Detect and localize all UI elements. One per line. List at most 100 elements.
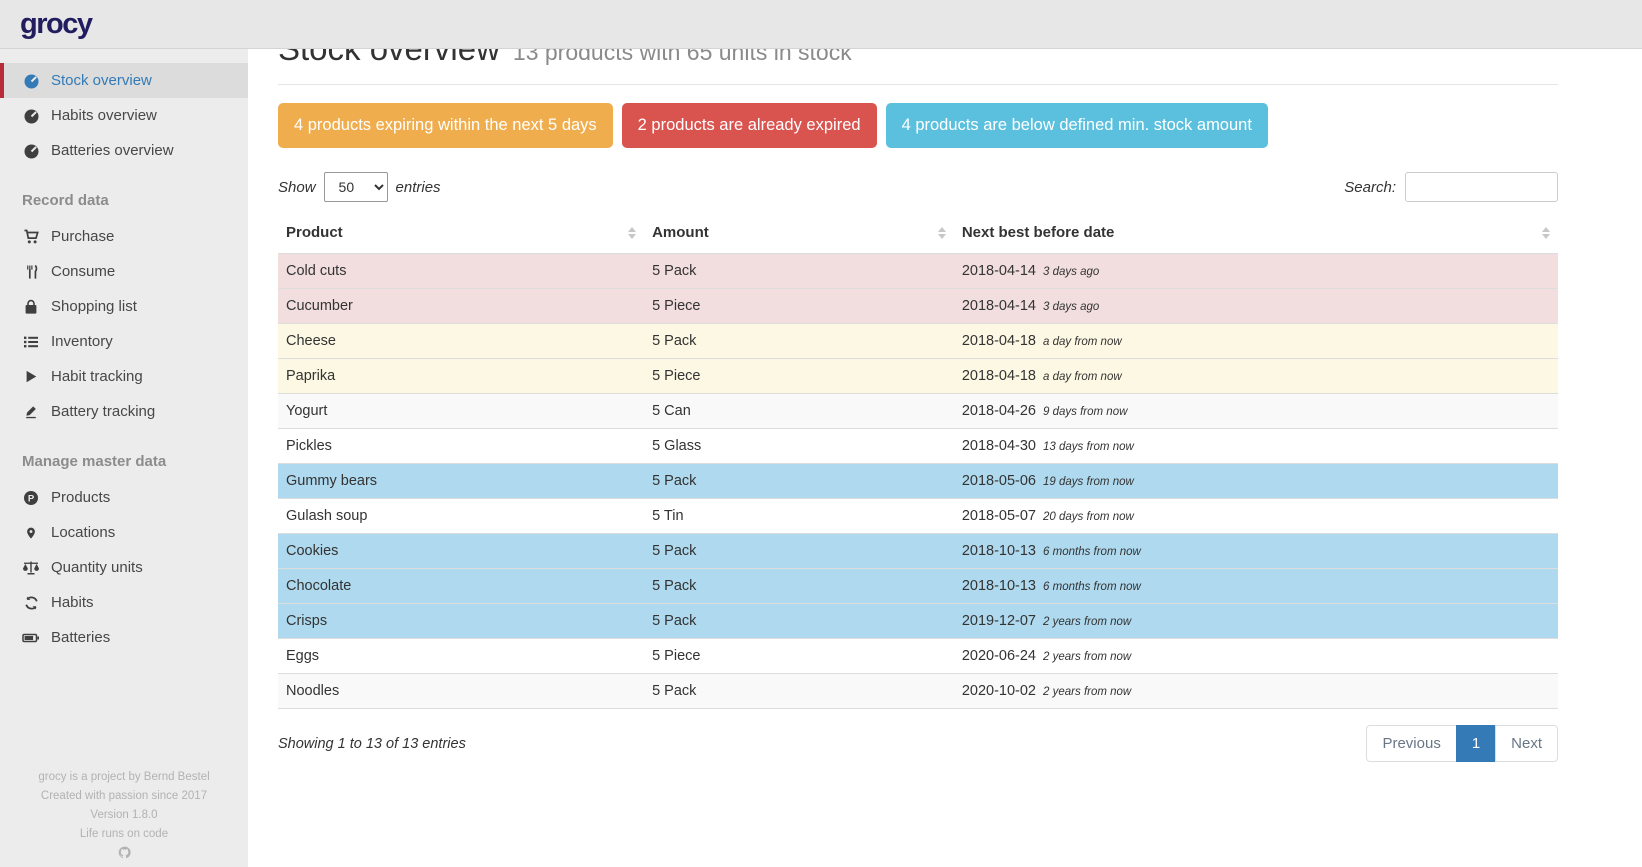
next-page-button[interactable]: Next xyxy=(1495,725,1558,762)
sidebar-item-label: Batteries overview xyxy=(51,142,174,159)
footer-line: Life runs on code xyxy=(79,828,169,841)
sidebar-item-batteries-overview[interactable]: Batteries overview xyxy=(0,133,248,168)
table-row[interactable]: Gummy bears 5 Pack 2018-05-06 19 days from… xyxy=(278,463,1558,499)
search-input[interactable] xyxy=(1405,172,1558,202)
best-before-cell: 2018-04-26 9 days from now xyxy=(953,393,1558,429)
relative-time-label: 2 years from now xyxy=(1043,616,1132,628)
sidebar-item-shopping-list[interactable]: Shopping list xyxy=(0,289,248,324)
table-row[interactable]: Crisps 5 Pack 2019-12-07 2 years from now xyxy=(278,603,1558,639)
sidebar-item-quantity-units[interactable]: Quantity units xyxy=(0,550,248,585)
sidebar-item-locations[interactable]: Locations xyxy=(0,515,248,550)
sidebar-item-battery-tracking[interactable]: Battery tracking xyxy=(0,394,248,429)
amount-cell: 5 Piece xyxy=(644,288,954,324)
sidebar-item-habits-overview[interactable]: Habits overview xyxy=(0,98,248,133)
sidebar-item-label: Shopping list xyxy=(51,298,137,315)
table-row[interactable]: Eggs 5 Piece 2020-06-24 2 years from now xyxy=(278,638,1558,674)
best-before-cell: 2020-06-24 2 years from now xyxy=(953,638,1558,674)
page-1-button[interactable]: 1 xyxy=(1455,725,1497,762)
battery-icon xyxy=(22,630,40,646)
show-label: Show xyxy=(278,178,316,196)
product-cell: Gulash soup xyxy=(278,498,645,534)
sidebar-item-batteries[interactable]: Batteries xyxy=(0,620,248,655)
cart-icon xyxy=(22,229,40,245)
entries-label: entries xyxy=(395,178,441,196)
table-row[interactable]: Cold cuts 5 Pack 2018-04-14 3 days ago xyxy=(278,253,1558,289)
stock-table-body: Cold cuts 5 Pack 2018-04-14 3 days ago Cucu… xyxy=(278,253,1558,709)
sidebar-item-products[interactable]: P Products xyxy=(0,480,248,515)
column-header-product[interactable]: Product xyxy=(278,214,645,254)
product-circle-icon: P xyxy=(22,490,40,506)
product-cell: Yogurt xyxy=(278,393,645,429)
amount-cell: 5 Pack xyxy=(644,673,954,709)
product-cell: Crisps xyxy=(278,603,645,639)
sidebar-item-habit-tracking[interactable]: Habit tracking xyxy=(0,359,248,394)
pagination: Previous 1 Next xyxy=(1366,725,1558,762)
product-cell: Eggs xyxy=(278,638,645,674)
amount-cell: 5 Pack xyxy=(644,603,954,639)
table-row[interactable]: Chocolate 5 Pack 2018-10-13 6 months from … xyxy=(278,568,1558,604)
sidebar-item-label: Products xyxy=(51,489,111,506)
search-control: Search: xyxy=(1344,172,1558,202)
below-min-stock-badge[interactable]: 4 products are below defined min. stock … xyxy=(885,103,1268,148)
relative-time-label: 20 days from now xyxy=(1043,511,1134,523)
sidebar-item-stock-overview[interactable]: Stock overview xyxy=(0,63,248,98)
amount-cell: 5 Piece xyxy=(644,638,954,674)
relative-time-label: 2 years from now xyxy=(1043,651,1132,663)
best-before-cell: 2018-05-07 20 days from now xyxy=(953,498,1558,534)
utensils-icon xyxy=(22,264,40,280)
sidebar-item-label: Batteries xyxy=(51,629,111,646)
table-row[interactable]: Noodles 5 Pack 2020-10-02 2 years from now xyxy=(278,673,1558,709)
sidebar-item-inventory[interactable]: Inventory xyxy=(0,324,248,359)
sidebar-item-purchase[interactable]: Purchase xyxy=(0,219,248,254)
best-before-cell: 2018-04-14 3 days ago xyxy=(953,288,1558,324)
table-row[interactable]: Gulash soup 5 Tin 2018-05-07 20 days from … xyxy=(278,498,1558,534)
footer-line: Version 1.8.0 xyxy=(90,809,158,822)
product-cell: Cucumber xyxy=(278,288,645,324)
tachometer-icon xyxy=(22,73,40,89)
alert-badges: 4 products expiring within the next 5 da… xyxy=(278,103,1558,148)
sort-icon[interactable] xyxy=(937,226,946,239)
title-divider xyxy=(278,84,1558,85)
table-row[interactable]: Cucumber 5 Piece 2018-04-14 3 days ago xyxy=(278,288,1558,324)
expiring-products-badge[interactable]: 4 products expiring within the next 5 da… xyxy=(278,103,613,148)
play-icon xyxy=(22,369,40,385)
amount-cell: 5 Pack xyxy=(644,533,954,569)
stock-table: Product Amount Next best before date Col… xyxy=(278,214,1558,709)
shopping-bag-icon xyxy=(22,299,40,315)
amount-cell: 5 Glass xyxy=(644,428,954,464)
sidebar-item-label: Stock overview xyxy=(51,72,152,89)
product-cell: Gummy bears xyxy=(278,463,645,499)
sidebar-item-label: Battery tracking xyxy=(51,403,156,420)
app-logo[interactable]: grocy xyxy=(20,7,93,40)
product-cell: Noodles xyxy=(278,673,645,709)
sidebar-item-habits[interactable]: Habits xyxy=(0,585,248,620)
best-before-cell: 2018-04-18 a day from now xyxy=(953,358,1558,394)
showing-entries-label: Showing 1 to 13 of 13 entries xyxy=(278,735,466,752)
pen-icon xyxy=(22,404,40,420)
product-cell: Cold cuts xyxy=(278,253,645,289)
sidebar-item-consume[interactable]: Consume xyxy=(0,254,248,289)
table-row[interactable]: Paprika 5 Piece 2018-04-18 a day from now xyxy=(278,358,1558,394)
amount-cell: 5 Tin xyxy=(644,498,954,534)
sidebar-section-master-data: Manage master data xyxy=(22,453,167,470)
expired-products-badge[interactable]: 2 products are already expired xyxy=(621,103,877,148)
sort-icon[interactable] xyxy=(1542,226,1550,239)
sidebar-section-record-data: Record data xyxy=(22,192,109,209)
column-header-amount[interactable]: Amount xyxy=(644,214,954,254)
product-cell: Chocolate xyxy=(278,568,645,604)
amount-cell: 5 Pack xyxy=(644,463,954,499)
sidebar-item-label: Inventory xyxy=(51,333,113,350)
best-before-cell: 2018-10-13 6 months from now xyxy=(953,568,1558,604)
page-length-select[interactable]: 50 xyxy=(323,172,388,202)
table-row[interactable]: Cheese 5 Pack 2018-04-18 a day from now xyxy=(278,323,1558,359)
sort-icon[interactable] xyxy=(628,226,637,239)
relative-time-label: 19 days from now xyxy=(1043,476,1134,488)
product-cell: Paprika xyxy=(278,358,645,394)
table-row[interactable]: Pickles 5 Glass 2018-04-30 13 days from no… xyxy=(278,428,1558,464)
previous-page-button[interactable]: Previous xyxy=(1366,725,1457,762)
table-row[interactable]: Yogurt 5 Can 2018-04-26 9 days from now xyxy=(278,393,1558,429)
table-row[interactable]: Cookies 5 Pack 2018-10-13 6 months from no… xyxy=(278,533,1558,569)
column-header-best-before[interactable]: Next best before date xyxy=(953,214,1558,254)
amount-cell: 5 Pack xyxy=(644,323,954,359)
github-icon[interactable] xyxy=(0,846,248,859)
